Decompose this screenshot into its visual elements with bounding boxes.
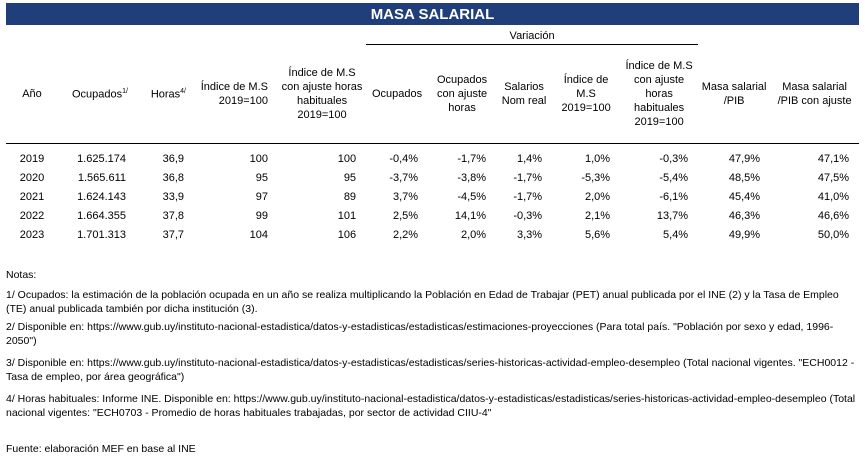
cell-anio: 2021: [19, 191, 45, 203]
cell-salarios-nom-real: -1,7%: [513, 191, 543, 203]
col-salarios-nom-real: Salarios Nom real: [496, 44, 553, 144]
cell-var-ocupados: -0,4%: [389, 153, 419, 165]
cell-anio: 2022: [19, 210, 45, 222]
cell-salarios-nom-real: -1,7%: [513, 172, 543, 184]
cell-anio: 2019: [19, 153, 45, 165]
notes-heading: Notas:: [6, 269, 37, 281]
cell-ocupados: 1.664.355: [77, 210, 126, 222]
note-3: 3/ Disponible en: https://www.gub.uy/ins…: [6, 357, 855, 383]
cell-horas: 33,9: [162, 191, 184, 203]
col-var-ocupados-ajuste: Ocupados con ajuste horas: [428, 44, 497, 144]
table-row: 2023 1.701.313 37,7 104 106 2,2% 2,0% 3,…: [6, 226, 859, 245]
table-row: 2019 1.625.174 36,9 100 100 -0,4% -1,7% …: [6, 150, 859, 169]
notes-section: Notas: 1/ Ocupados: la estimación de la …: [6, 268, 859, 456]
cell-horas: 36,9: [162, 153, 184, 165]
cell-masa-pib: 47,9%: [728, 153, 761, 165]
cell-var-ocupados: 2,5%: [392, 210, 419, 222]
col-ocupados: Ocupados1/: [58, 44, 136, 144]
note-1: 1/ Ocupados: la estimación de la poblaci…: [6, 289, 839, 315]
cell-indice-ms: 99: [255, 210, 268, 222]
col-indice-ms: Índice de M.S 2019=100: [194, 44, 278, 144]
cell-var-indice-ms-ajuste: -0,3%: [659, 153, 689, 165]
cell-var-ocupados: -3,7%: [389, 172, 419, 184]
cell-indice-ms-ajuste: 101: [337, 210, 357, 222]
cell-horas: 37,7: [162, 229, 184, 241]
cell-salarios-nom-real: -0,3%: [513, 210, 543, 222]
cell-indice-ms-ajuste: 95: [343, 172, 357, 184]
cell-var-ocupados-ajuste: -3,8%: [457, 172, 487, 184]
cell-indice-ms: 95: [255, 172, 268, 184]
cell-masa-pib: 49,9%: [728, 229, 761, 241]
col-var-indice-ms: Índice de M.S 2019=100: [552, 44, 621, 144]
col-masa-pib: Masa salarial /PIB: [698, 44, 771, 144]
cell-ocupados: 1.701.313: [77, 229, 126, 241]
variacion-group-header: Variación: [366, 28, 699, 45]
cell-masa-pib-ajuste: 50,0%: [817, 229, 850, 241]
cell-var-indice-ms-ajuste: 13,7%: [656, 210, 689, 222]
cell-var-indice-ms: 2,0%: [584, 191, 611, 203]
cell-masa-pib-ajuste: 41,0%: [817, 191, 850, 203]
cell-var-ocupados-ajuste: -4,5%: [457, 191, 487, 203]
note-4: 4/ Horas habituales: Informe INE. Dispon…: [6, 393, 856, 419]
cell-var-ocupados: 3,7%: [392, 191, 419, 203]
table-row: 2020 1.565.611 36,8 95 95 -3,7% -3,8% -1…: [6, 169, 859, 188]
cell-indice-ms-ajuste: 89: [343, 191, 357, 203]
cell-var-indice-ms-ajuste: 5,4%: [663, 229, 689, 241]
col-horas: Horas4/: [136, 44, 194, 144]
cell-masa-pib: 46,3%: [728, 210, 761, 222]
cell-ocupados: 1.625.174: [77, 153, 126, 165]
col-var-ocupados: Ocupados: [366, 44, 429, 144]
cell-var-indice-ms-ajuste: -6,1%: [659, 191, 689, 203]
cell-indice-ms: 97: [255, 191, 268, 203]
cell-ocupados: 1.624.143: [77, 191, 126, 203]
cell-masa-pib-ajuste: 47,5%: [817, 172, 850, 184]
cell-anio: 2020: [19, 172, 45, 184]
cell-anio: 2023: [19, 229, 45, 241]
cell-var-indice-ms: 1,0%: [584, 153, 611, 165]
cell-var-indice-ms: 2,1%: [584, 210, 611, 222]
cell-indice-ms: 104: [249, 229, 268, 241]
cell-var-indice-ms: -5,3%: [581, 172, 611, 184]
cell-masa-pib: 48,5%: [728, 172, 761, 184]
table-row: 2022 1.664.355 37,8 99 101 2,5% 14,1% -0…: [6, 207, 859, 226]
cell-salarios-nom-real: 3,3%: [516, 229, 543, 241]
cell-var-ocupados-ajuste: 14,1%: [454, 210, 487, 222]
cell-masa-pib-ajuste: 47,1%: [817, 153, 850, 165]
note-2: 2/ Disponible en: https://www.gub.uy/ins…: [6, 321, 834, 347]
cell-indice-ms-ajuste: 106: [337, 229, 357, 241]
masa-salarial-table-container: Variación Año Ocupados1/ Horas4/ Índice …: [6, 28, 860, 245]
cell-salarios-nom-real: 1,4%: [516, 153, 543, 165]
fuente: Fuente: elaboración MEF en base al INE: [6, 443, 196, 455]
col-indice-ms-ajuste: Índice de M.S con ajuste horas habituale…: [278, 44, 367, 144]
cell-var-ocupados: 2,2%: [392, 229, 419, 241]
cell-var-indice-ms: 5,6%: [584, 229, 611, 241]
cell-indice-ms: 100: [249, 153, 268, 165]
cell-masa-pib: 45,4%: [728, 191, 761, 203]
cell-var-ocupados-ajuste: -1,7%: [457, 153, 487, 165]
col-masa-pib-ajuste: Masa salarial /PIB con ajuste: [770, 44, 860, 144]
cell-ocupados: 1.565.611: [77, 172, 126, 184]
cell-indice-ms-ajuste: 100: [337, 153, 357, 165]
cell-horas: 37,8: [162, 210, 184, 222]
col-var-indice-ms-ajuste: Índice de M.S con ajuste horas habituale…: [620, 44, 699, 144]
col-anio: Año: [6, 44, 58, 144]
cell-var-indice-ms-ajuste: -5,4%: [659, 172, 689, 184]
cell-horas: 36,8: [162, 172, 184, 184]
table-title: MASA SALARIAL: [6, 3, 859, 25]
cell-masa-pib-ajuste: 46,6%: [817, 210, 850, 222]
table-row: 2021 1.624.143 33,9 97 89 3,7% -4,5% -1,…: [6, 188, 859, 207]
cell-var-ocupados-ajuste: 2,0%: [460, 229, 487, 241]
masa-salarial-table: Variación Año Ocupados1/ Horas4/ Índice …: [6, 28, 860, 245]
